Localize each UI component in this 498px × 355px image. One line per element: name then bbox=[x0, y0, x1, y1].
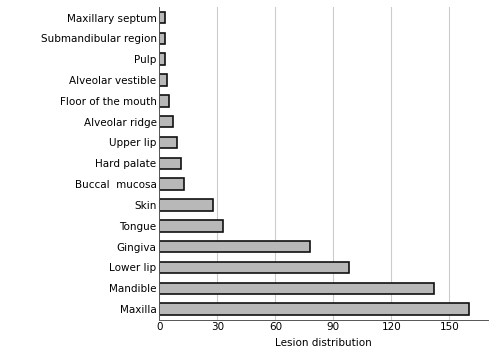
Bar bbox=[159, 137, 177, 148]
Bar bbox=[159, 12, 165, 23]
Bar bbox=[159, 199, 214, 211]
Bar bbox=[159, 33, 165, 44]
Bar bbox=[159, 304, 469, 315]
Bar bbox=[159, 95, 169, 106]
Bar bbox=[159, 179, 184, 190]
Bar bbox=[159, 116, 173, 127]
Bar bbox=[159, 241, 310, 252]
Bar bbox=[159, 74, 167, 86]
Bar bbox=[159, 158, 181, 169]
Bar bbox=[159, 283, 434, 294]
Bar bbox=[159, 54, 165, 65]
Bar bbox=[159, 262, 349, 273]
X-axis label: Lesion distribution: Lesion distribution bbox=[275, 338, 372, 348]
Bar bbox=[159, 220, 223, 231]
